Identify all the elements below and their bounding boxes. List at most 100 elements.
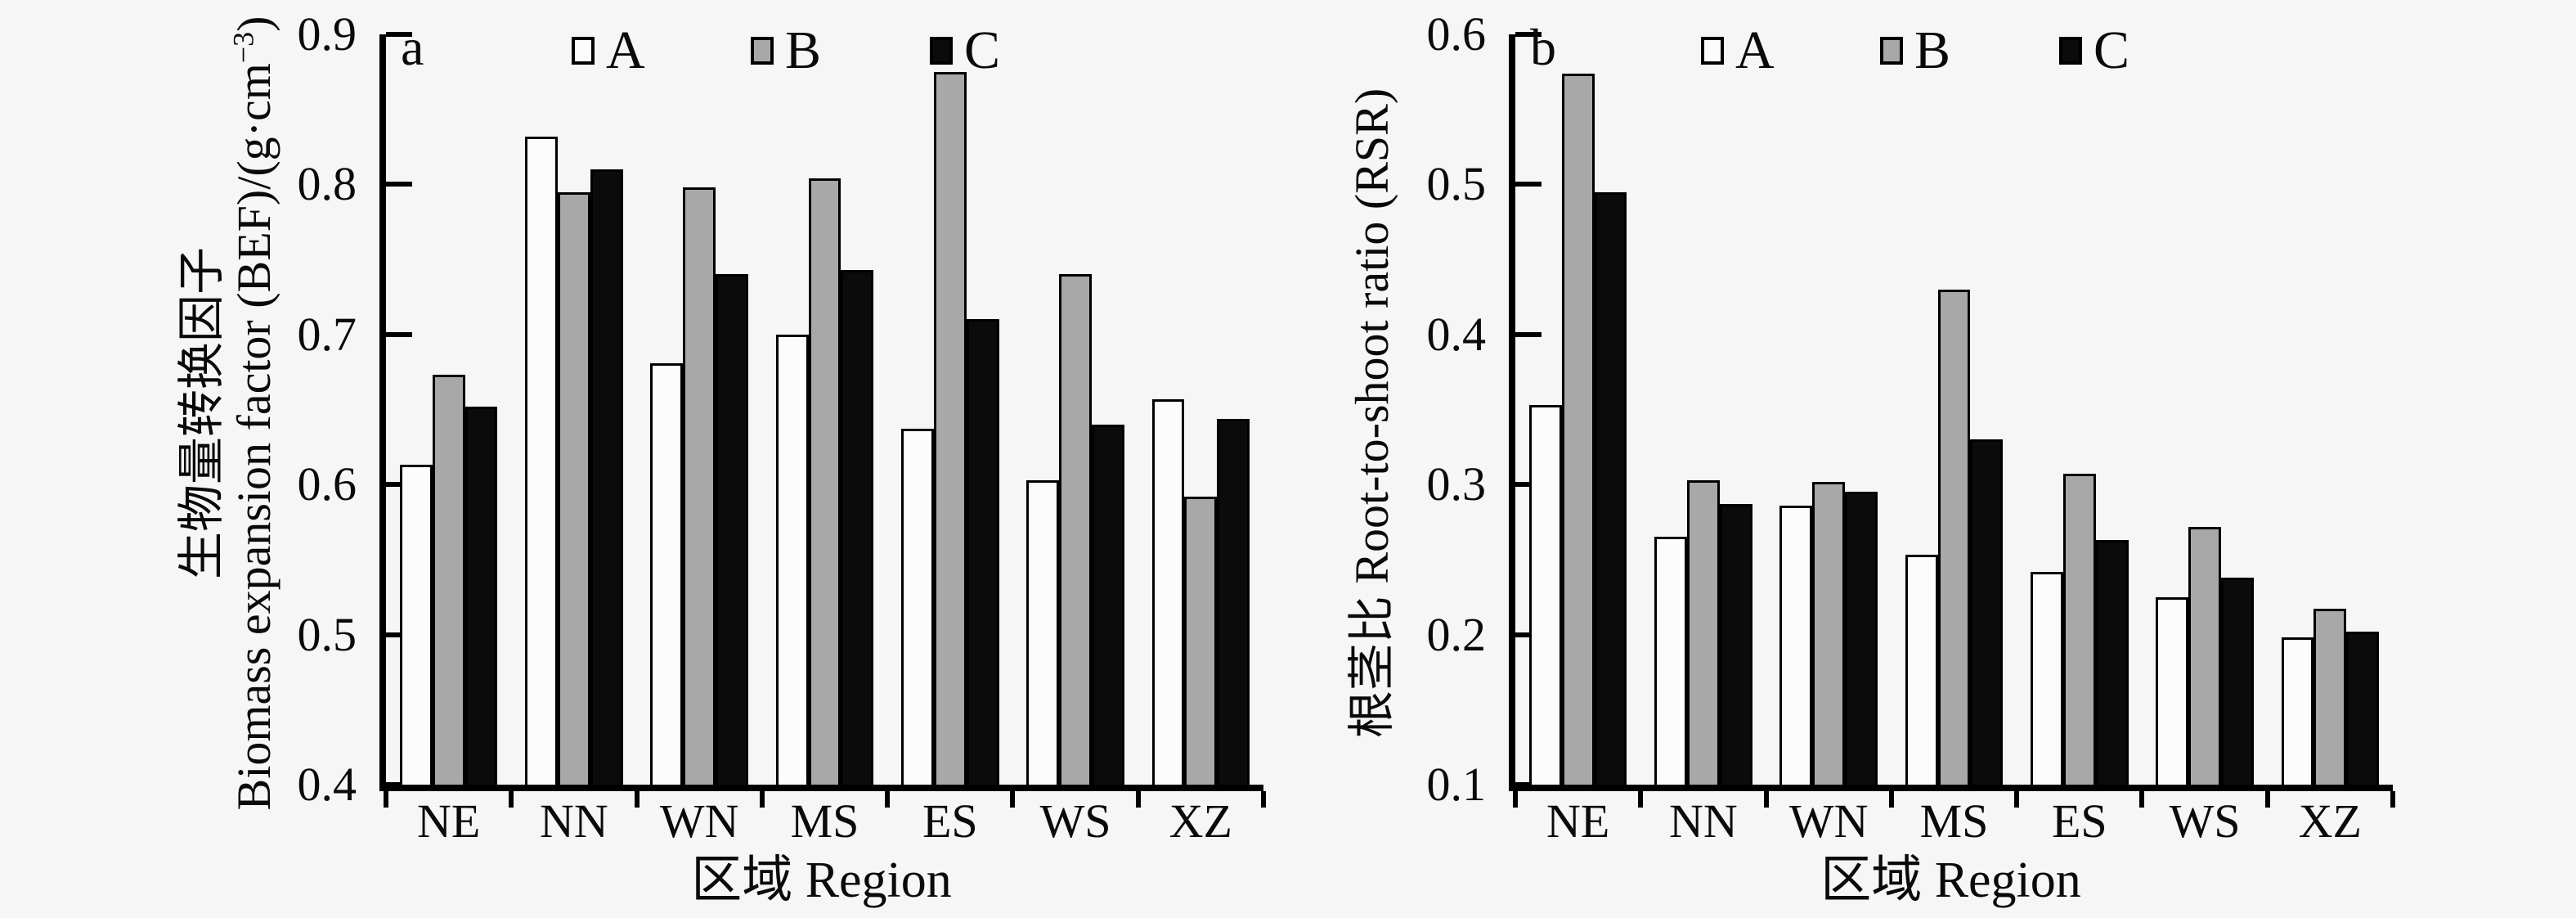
bar-WS-C xyxy=(1091,424,1124,785)
bar-NE-C xyxy=(1594,191,1627,785)
bar-XZ-A xyxy=(2281,637,2314,785)
x-tick-label-MS: MS xyxy=(790,794,859,848)
bar-NE-B xyxy=(432,375,465,785)
y-tick-label: 0.6 xyxy=(1426,7,1487,61)
bar-XZ-A xyxy=(1151,398,1185,785)
y-axis-title-bef-cn: 生物量转换因子 xyxy=(175,246,228,579)
bar-MS-B xyxy=(1937,289,1971,785)
legend-label-A: A xyxy=(1735,20,1775,80)
bar-ES-C xyxy=(966,319,999,785)
bar-NN-B xyxy=(1687,479,1720,785)
x-tick-label-WS: WS xyxy=(1039,794,1111,848)
bar-WN-A xyxy=(650,362,684,785)
bar-MS-C xyxy=(841,269,874,785)
bar-NN-C xyxy=(590,169,623,785)
x-tick xyxy=(2264,791,2270,808)
legend-swatch-C xyxy=(930,37,953,65)
x-tick xyxy=(1261,791,1266,808)
x-tick xyxy=(509,791,514,808)
y-tick xyxy=(1515,331,1542,337)
bar-XZ-C xyxy=(1217,418,1250,785)
x-tick xyxy=(1638,791,1644,808)
legend-item-A: A xyxy=(1701,20,1775,80)
y-tick-label: 0.5 xyxy=(1426,157,1487,211)
y-tick-label: 0.6 xyxy=(297,457,357,511)
bar-MS-B xyxy=(808,178,841,785)
bar-NE-A xyxy=(1528,405,1562,785)
y-tick xyxy=(386,482,412,488)
bar-XZ-B xyxy=(1184,496,1218,785)
legend-label-B: B xyxy=(785,20,822,80)
bar-ES-A xyxy=(901,429,934,785)
y-tick xyxy=(1515,632,1542,637)
legend-swatch-A xyxy=(1701,37,1724,65)
bar-NE-B xyxy=(1561,73,1595,785)
bar-WN-B xyxy=(683,187,716,785)
x-tick xyxy=(885,791,891,808)
legend-swatch-B xyxy=(751,37,774,65)
y-tick-label: 0.4 xyxy=(297,758,357,811)
bar-WS-A xyxy=(1026,479,1060,785)
legend-swatch-A xyxy=(572,37,595,65)
x-tick xyxy=(1513,791,1518,808)
bar-NN-C xyxy=(1719,504,1752,785)
y-tick xyxy=(386,32,412,37)
x-tick-label-NN: NN xyxy=(1669,794,1738,848)
x-tick-label-NE: NE xyxy=(416,794,481,848)
bar-ES-A xyxy=(2031,571,2063,785)
plot-area-a: 0.4 0.5 0.6 0.7 0.8 0.9 NE NN WN MS ES WS XZ A B C xyxy=(298,11,1266,845)
x-tick xyxy=(634,791,640,808)
legend-item-B: B xyxy=(1880,24,1950,78)
y-axis-title-rsr: 根茎比 Root-to-shoot ratio (RSR) xyxy=(1345,88,1398,737)
y-tick xyxy=(386,331,412,337)
y-tick-label: 0.8 xyxy=(297,157,357,211)
bar-MS-C xyxy=(1970,439,2004,785)
bar-WN-C xyxy=(716,274,748,785)
y-tick-label: 0.5 xyxy=(297,607,357,661)
x-tick-label-WS: WS xyxy=(2169,794,2241,848)
x-tick-label-NE: NE xyxy=(1546,794,1610,848)
panel-letter-b: b xyxy=(1530,18,1556,76)
bar-WS-C xyxy=(2220,577,2254,785)
y-tick-label: 0.9 xyxy=(297,7,357,61)
y-tick xyxy=(386,182,412,187)
y-tick xyxy=(386,632,412,637)
bar-XZ-B xyxy=(2313,609,2347,785)
y-tick xyxy=(1515,782,1542,787)
bar-MS-A xyxy=(775,334,809,785)
legend-item-C: C xyxy=(930,20,1001,80)
panel-b: 根茎比 Root-to-shoot ratio (RSR) 0.1 0.2 0.3 0… xyxy=(1345,11,2395,906)
y-tick xyxy=(1515,482,1542,488)
bar-NE-A xyxy=(399,465,433,785)
bar-WS-B xyxy=(2188,526,2221,785)
x-tick xyxy=(2390,791,2395,808)
legend-item-A: A xyxy=(572,20,645,80)
bar-NN-B xyxy=(558,191,590,785)
panel-a: 生物量转换因子 Biomass expansion factor (BEF)/(… xyxy=(175,11,1266,906)
x-tick xyxy=(1135,791,1141,808)
x-tick-label-WN: WN xyxy=(659,794,739,848)
bar-ES-C xyxy=(2095,540,2129,785)
bar-WN-B xyxy=(1812,481,1846,785)
legend-swatch-C xyxy=(2059,37,2082,65)
x-tick-label-WN: WN xyxy=(1788,794,1869,848)
y-tick-label: 0.7 xyxy=(297,307,357,361)
y-tick xyxy=(386,782,412,787)
x-tick xyxy=(1763,791,1769,808)
y-tick-label: 0.4 xyxy=(1426,307,1487,361)
x-tick-label-XZ: XZ xyxy=(1169,794,1232,848)
bar-WN-A xyxy=(1779,505,1813,785)
x-tick xyxy=(1010,791,1016,808)
legend-item-C: C xyxy=(2059,24,2129,78)
panel-letter-a: a xyxy=(401,18,424,76)
legend-label-A: A xyxy=(606,20,645,80)
y-tick-label: 0.1 xyxy=(1426,758,1487,811)
x-axis-title-b: 区域 Region xyxy=(1820,853,2081,908)
y-tick xyxy=(1515,32,1542,37)
superscript-minus-3: −3 xyxy=(227,31,260,63)
legend-label-C: C xyxy=(964,20,1001,80)
x-axis-title-a: 区域 Region xyxy=(691,853,952,908)
y-axis-title-bef-en: Biomass expansion factor (BEF)/(g·cm−3) xyxy=(227,16,280,810)
y-tick-label: 0.2 xyxy=(1426,607,1487,661)
